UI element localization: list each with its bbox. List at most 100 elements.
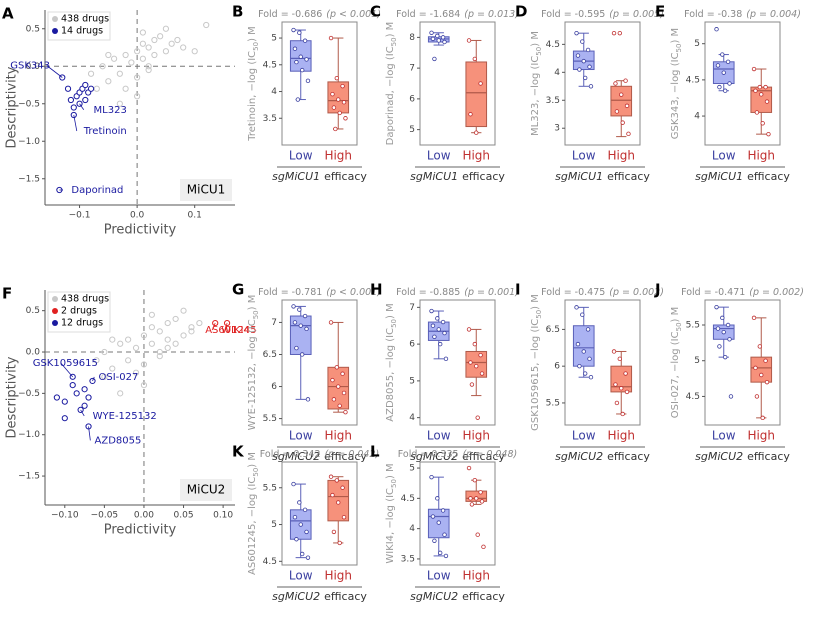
point bbox=[714, 27, 719, 32]
point bbox=[442, 330, 447, 336]
point bbox=[172, 315, 179, 323]
point bbox=[298, 323, 303, 328]
point bbox=[295, 97, 301, 102]
point bbox=[140, 381, 148, 389]
point bbox=[757, 344, 763, 349]
point bbox=[475, 532, 480, 537]
x-axis-label: sgMiCU2 efficacy bbox=[410, 450, 505, 463]
point bbox=[751, 315, 757, 321]
point bbox=[164, 336, 171, 343]
point bbox=[435, 33, 440, 39]
point bbox=[626, 131, 631, 137]
point bbox=[613, 81, 618, 86]
point bbox=[101, 348, 108, 356]
y-axis-label: Descriptivity bbox=[5, 66, 20, 148]
y-label-main: WYE-125132, −log (IC bbox=[247, 319, 258, 430]
point bbox=[479, 371, 485, 376]
point bbox=[70, 104, 77, 111]
y-tick-label: 7 bbox=[409, 64, 415, 74]
point bbox=[715, 326, 721, 331]
point bbox=[304, 326, 309, 332]
point bbox=[180, 307, 187, 314]
point bbox=[725, 322, 731, 328]
point bbox=[134, 48, 141, 55]
x-tick-label: Low bbox=[427, 149, 451, 163]
point bbox=[437, 550, 443, 556]
y-tick-label: 5 bbox=[271, 520, 277, 530]
p-value: (p = 0.042) bbox=[325, 449, 380, 460]
point bbox=[721, 329, 726, 335]
x-tick-label: High bbox=[607, 429, 635, 443]
point bbox=[481, 544, 486, 550]
point bbox=[117, 340, 124, 347]
point bbox=[157, 33, 164, 40]
fold: Fold = -0.471 bbox=[681, 287, 745, 298]
point bbox=[620, 411, 625, 417]
point bbox=[125, 336, 132, 343]
point bbox=[722, 354, 728, 360]
point bbox=[715, 63, 721, 68]
box bbox=[610, 85, 633, 117]
point bbox=[475, 415, 480, 420]
point bbox=[297, 30, 302, 35]
y-label-end: ) M bbox=[385, 463, 396, 479]
fold-text: Fold = -0.885 (p = 0.001) bbox=[396, 287, 519, 298]
box bbox=[572, 325, 595, 367]
fold: Fold = 0.342 bbox=[260, 449, 321, 460]
x-tick-label: High bbox=[324, 429, 352, 443]
legend-box bbox=[47, 291, 111, 333]
x-tick-label: Low bbox=[572, 429, 596, 443]
point bbox=[754, 394, 760, 399]
point bbox=[81, 402, 88, 409]
point bbox=[93, 85, 100, 92]
leader-line bbox=[60, 362, 74, 378]
p-value: (p < 0.001) bbox=[326, 287, 381, 298]
point bbox=[294, 59, 299, 65]
fold-text: Fold = -0.595 (p = 0.005) bbox=[541, 9, 664, 20]
fold-text: Fold = -0.686 (p < 0.001) bbox=[258, 9, 381, 20]
point bbox=[343, 409, 348, 415]
p-value: (p < 0.001) bbox=[326, 9, 381, 20]
y-tick-label: 5.5 bbox=[263, 483, 277, 493]
x-label-rest: efficacy bbox=[324, 450, 367, 463]
point bbox=[468, 496, 473, 501]
y-axis-label: GSK343, −log (IC50) M bbox=[670, 28, 683, 139]
x-tick-label: High bbox=[324, 569, 352, 583]
y-label-sub: 50 bbox=[535, 47, 543, 56]
point bbox=[430, 323, 436, 328]
leader-line bbox=[88, 426, 91, 441]
annotation: GSK1059615 bbox=[33, 358, 98, 369]
point bbox=[437, 341, 443, 347]
plot-frame bbox=[419, 461, 496, 566]
point bbox=[109, 336, 116, 343]
y-label-sub: 50 bbox=[675, 44, 683, 53]
plot-frame bbox=[281, 21, 358, 146]
point bbox=[180, 332, 187, 339]
y-label-end: ) M bbox=[385, 22, 396, 38]
annotation: GSK343 bbox=[10, 61, 50, 72]
point bbox=[577, 67, 582, 72]
point bbox=[139, 55, 146, 62]
point bbox=[292, 46, 298, 51]
point bbox=[82, 96, 89, 104]
legend-label: 2 drugs bbox=[61, 306, 97, 317]
point bbox=[722, 88, 728, 93]
leader-line bbox=[224, 322, 228, 331]
point bbox=[330, 377, 335, 383]
point bbox=[764, 99, 770, 104]
fold: Fold = -0.885 bbox=[396, 287, 460, 298]
point bbox=[432, 56, 437, 62]
y-tick-label: 3 bbox=[554, 124, 560, 134]
gene: sgMiCU2 bbox=[555, 450, 603, 463]
box bbox=[465, 61, 488, 128]
point bbox=[725, 59, 731, 64]
fold: Fold = -0.781 bbox=[258, 287, 322, 298]
x-axis-label: sgMiCU2 efficacy bbox=[272, 450, 367, 463]
y-tick-label: 4.5 bbox=[686, 392, 700, 402]
x-tick-label: 0.0 bbox=[130, 211, 145, 221]
point bbox=[172, 340, 179, 347]
panel-letter: G bbox=[232, 281, 244, 299]
point bbox=[760, 415, 765, 421]
gene: sgMiCU1 bbox=[272, 170, 320, 183]
p-value: (p = 0.002) bbox=[749, 287, 804, 298]
